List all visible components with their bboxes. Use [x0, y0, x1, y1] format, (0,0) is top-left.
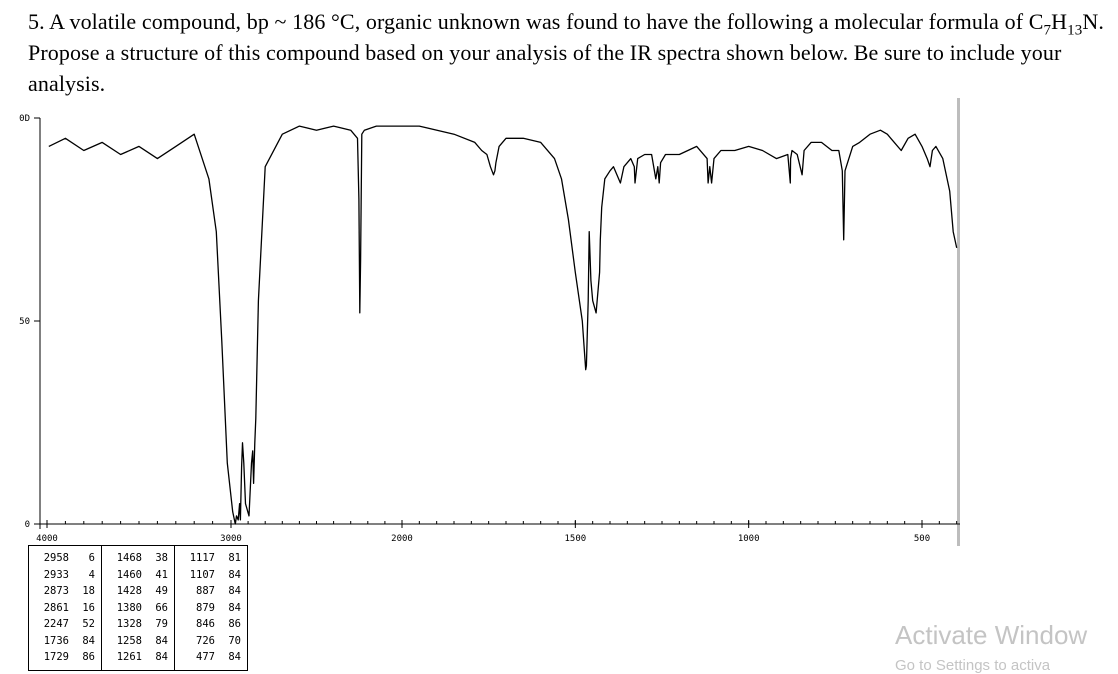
- peak-table-row: 2861 16: [35, 600, 95, 617]
- activation-watermark-title: Activate Window: [895, 620, 1088, 650]
- peak-wavenumber: 887: [196, 585, 215, 598]
- question-body-1: A volatile compound, bp ~ 186 °C, organi…: [49, 9, 1044, 34]
- peak-table-row: 477 84: [181, 649, 241, 666]
- peak-wavenumber: 846: [196, 618, 215, 631]
- peak-transmittance: 86: [82, 651, 95, 664]
- y-tick-label: 50: [19, 317, 30, 327]
- peak-table-row: 1328 79: [108, 616, 168, 633]
- peak-wavenumber: 1380: [116, 601, 142, 614]
- peak-table-row: 1729 86: [35, 649, 95, 666]
- question-text: 5. A volatile compound, bp ~ 186 °C, org…: [28, 6, 1112, 99]
- peak-transmittance: 18: [82, 585, 95, 598]
- peak-table-row: 1468 38: [108, 550, 168, 567]
- peak-transmittance: 66: [155, 601, 168, 614]
- peak-wavenumber: 1468: [116, 552, 142, 565]
- peak-wavenumber: 2247: [43, 618, 69, 631]
- peak-wavenumber: 726: [196, 634, 215, 647]
- peak-table-row: 846 86: [181, 616, 241, 633]
- subscript-carbon-count: 7: [1043, 22, 1052, 39]
- peak-transmittance: 41: [155, 568, 168, 581]
- activation-watermark-subtitle: Go to Settings to activa: [895, 657, 1051, 674]
- right-frame-shadow: [957, 98, 960, 546]
- peak-table-column: 1468 38 1460 41 1428 49 1380 66 1328 79 1258 84 1261…: [101, 546, 174, 670]
- peak-transmittance: 84: [228, 651, 241, 664]
- peak-transmittance: 6: [88, 552, 95, 565]
- peak-transmittance: 84: [228, 601, 241, 614]
- peak-wavenumber: 1258: [116, 634, 142, 647]
- peak-table-row: 1736 84: [35, 633, 95, 650]
- peak-transmittance: 49: [155, 585, 168, 598]
- peak-wavenumber: 879: [196, 601, 215, 614]
- peak-table-row: 2873 18: [35, 583, 95, 600]
- peak-table-row: 2958 6: [35, 550, 95, 567]
- x-tick-label: 2000: [391, 534, 413, 544]
- y-tick-label: 0: [25, 520, 30, 530]
- series-layer: [48, 125, 958, 525]
- peak-wavenumber: 1736: [43, 634, 69, 647]
- peak-transmittance: 84: [82, 634, 95, 647]
- x-tick-label: 4000: [36, 534, 58, 544]
- question-number: 5.: [28, 9, 45, 34]
- peak-transmittance: 4: [88, 568, 95, 581]
- x-tick-label: 1000: [738, 534, 760, 544]
- spectrum-line: [48, 125, 958, 525]
- subscript-hydrogen-count: 13: [1067, 22, 1083, 39]
- peak-wavenumber: 1117: [189, 552, 215, 565]
- peak-table-row: 879 84: [181, 600, 241, 617]
- peak-table-row: 1117 81: [181, 550, 241, 567]
- peak-table-row: 1428 49: [108, 583, 168, 600]
- peak-wavenumber: 1428: [116, 585, 142, 598]
- peak-wavenumber: 1107: [189, 568, 215, 581]
- y-tick-label: 0D: [19, 114, 30, 124]
- peak-transmittance: 84: [228, 568, 241, 581]
- axes: [39, 118, 960, 529]
- peak-transmittance: 84: [228, 585, 241, 598]
- peak-transmittance: 38: [155, 552, 168, 565]
- peak-wavenumber: 2958: [43, 552, 69, 565]
- peak-wavenumber: 1328: [116, 618, 142, 631]
- peak-table-row: 1460 41: [108, 567, 168, 584]
- peak-wavenumber: 1460: [116, 568, 142, 581]
- peak-table-row: 1261 84: [108, 649, 168, 666]
- question-body-2: H: [1051, 9, 1068, 34]
- x-tick-label: 1500: [564, 534, 586, 544]
- peak-table: 2958 6 2933 4 2873 18 2861 16 2247 52 1736 84 1729 86…: [28, 545, 248, 671]
- peak-transmittance: 84: [155, 634, 168, 647]
- peak-transmittance: 81: [228, 552, 241, 565]
- peak-transmittance: 84: [155, 651, 168, 664]
- question-body-3: N. Propose a structure of this compound …: [28, 9, 1104, 96]
- peak-table-row: 726 70: [181, 633, 241, 650]
- peak-wavenumber: 1729: [43, 651, 69, 664]
- peak-table-column: 1117 81 1107 84 887 84 879 84 846 86 726 70 477 84: [174, 546, 247, 670]
- peak-wavenumber: 477: [196, 651, 215, 664]
- peak-transmittance: 16: [82, 601, 95, 614]
- peak-table-row: 2247 52: [35, 616, 95, 633]
- peak-transmittance: 70: [228, 634, 241, 647]
- peak-wavenumber: 2861: [43, 601, 69, 614]
- x-tick-label: 3000: [220, 534, 242, 544]
- peak-transmittance: 52: [82, 618, 95, 631]
- peak-table-row: 1258 84: [108, 633, 168, 650]
- peak-table-row: 887 84: [181, 583, 241, 600]
- peak-wavenumber: 1261: [116, 651, 142, 664]
- peak-table-row: 1107 84: [181, 567, 241, 584]
- peak-table-row: 2933 4: [35, 567, 95, 584]
- peak-table-column: 2958 6 2933 4 2873 18 2861 16 2247 52 1736 84 1729 86: [29, 546, 101, 670]
- plot-area-background: [40, 100, 960, 526]
- peak-transmittance: 86: [228, 618, 241, 631]
- peak-transmittance: 79: [155, 618, 168, 631]
- peak-table-row: 1380 66: [108, 600, 168, 617]
- peak-wavenumber: 2933: [43, 568, 69, 581]
- peak-wavenumber: 2873: [43, 585, 69, 598]
- x-tick-label: 500: [914, 534, 930, 544]
